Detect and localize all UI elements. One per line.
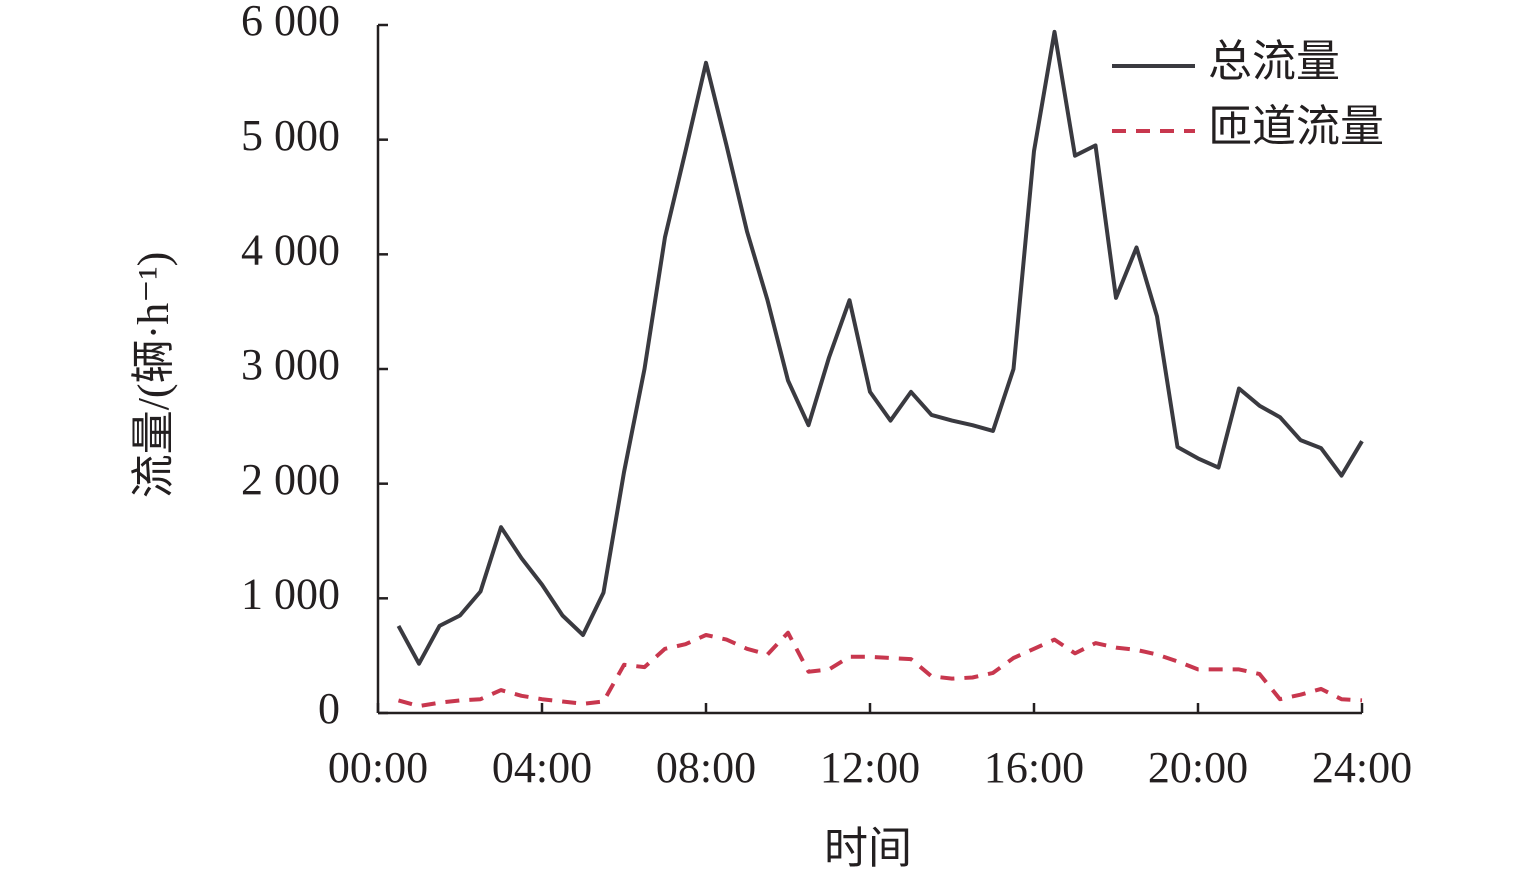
x-axis-label: 时间: [824, 824, 912, 873]
y-tick-label: 0: [318, 684, 340, 733]
legend-label: 总流量: [1208, 37, 1340, 86]
legend-label: 匝道流量: [1208, 102, 1384, 151]
y-tick-label: 4 000: [241, 225, 340, 274]
data-line: [396, 29, 1364, 666]
x-tick-label: 04:00: [492, 743, 592, 792]
y-tick-label: 2 000: [241, 455, 340, 504]
x-tick-label: 00:00: [328, 743, 428, 792]
data-line: [397, 630, 1363, 709]
x-tick-label: 24:00: [1312, 743, 1412, 792]
x-tick-label: 12:00: [820, 743, 920, 792]
y-tick-label: 5 000: [241, 111, 340, 160]
x-tick-label: 08:00: [656, 743, 756, 792]
y-tick-label: 6 000: [241, 0, 340, 45]
x-tick-label: 16:00: [984, 743, 1084, 792]
y-tick-label: 1 000: [241, 569, 340, 618]
x-tick-label: 20:00: [1148, 743, 1248, 792]
y-tick-label: 3 000: [241, 340, 340, 389]
y-axis-label: 流量/(辆·h⁻¹): [129, 252, 178, 499]
